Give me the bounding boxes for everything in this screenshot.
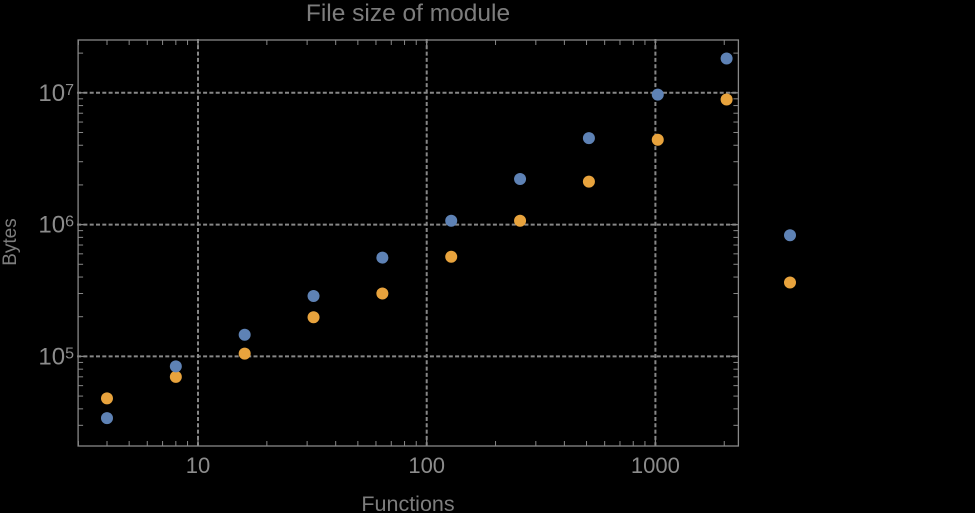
svg-text:1000: 1000: [631, 453, 680, 478]
svg-text:106: 106: [38, 212, 74, 239]
svg-text:107: 107: [38, 80, 74, 107]
svg-text:10: 10: [186, 453, 210, 478]
svg-text:100: 100: [408, 453, 445, 478]
svg-text:105: 105: [38, 343, 74, 370]
